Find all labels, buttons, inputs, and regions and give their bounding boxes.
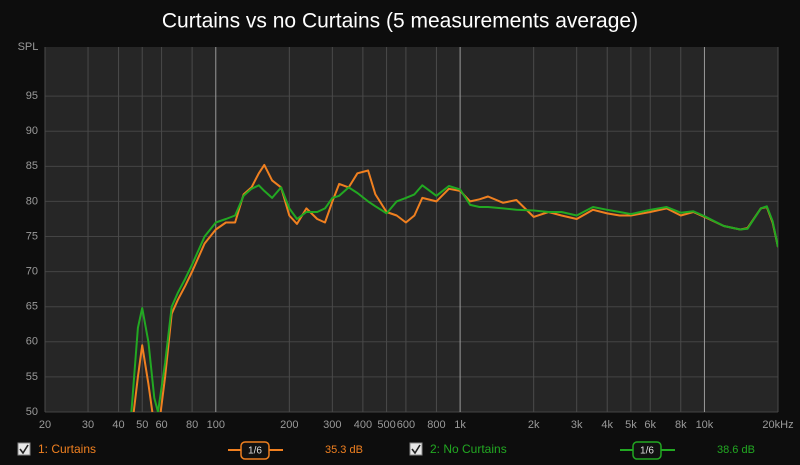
legend-label: 1: Curtains (38, 442, 96, 456)
x-tick-label: 20 (39, 419, 51, 431)
x-tick-label: 6k (644, 419, 656, 431)
grid: 50 55 60 65 70 75 80 85 90 95 20 30 40 50 60 80 100 200 30… (26, 47, 794, 431)
x-tick-label: 300 (323, 419, 341, 431)
legend-checkbox[interactable] (409, 442, 423, 456)
x-tick-label: 400 (354, 419, 372, 431)
x-tick-label: 4k (601, 419, 613, 431)
x-tick-label: 3k (571, 419, 583, 431)
x-tick-label: 800 (427, 419, 445, 431)
y-tick-label: 75 (26, 230, 38, 242)
smoothing-button[interactable] (632, 441, 662, 460)
series-line (130, 184, 778, 412)
chart-title: Curtains vs no Curtains (5 measurements … (162, 10, 638, 33)
smoothing-button[interactable] (240, 441, 270, 460)
lines (130, 163, 778, 412)
x-tick-label: 100 (207, 419, 225, 431)
x-tick-label: 200 (280, 419, 298, 431)
level-label: 35.3 dB (325, 444, 363, 456)
smoothing-label[interactable]: 1/6 (248, 446, 262, 457)
checkbox-check[interactable] (19, 444, 29, 455)
y-tick-label: 80 (26, 195, 38, 207)
y-tick-label: 95 (26, 90, 38, 102)
x-tick-label: 5k (625, 419, 637, 431)
x-tick-label: 60 (155, 419, 167, 431)
x-tick-label: 1k (454, 419, 466, 431)
smoothing-label[interactable]: 1/6 (640, 446, 654, 457)
x-tick-label: 600 (397, 419, 415, 431)
y-tick-label: 65 (26, 301, 38, 313)
x-tick-label: 8k (675, 419, 687, 431)
x-tick-label: 40 (112, 419, 124, 431)
y-tick-label: 60 (26, 336, 38, 348)
level-label: 38.6 dB (717, 444, 755, 456)
x-tick-label: 50 (136, 419, 148, 431)
y-tick-label: 70 (26, 266, 38, 278)
x-tick-label: 20kHz (762, 419, 793, 431)
checkbox-check[interactable] (411, 444, 421, 455)
legend-label: 2: No Curtains (430, 442, 507, 456)
y-tick-label: 90 (26, 125, 38, 137)
y-tick-label: 50 (26, 406, 38, 418)
legend: 1: Curtains 1/6 35.3 dB 2: No Curtains 1/6 38… (17, 441, 755, 460)
plot-area (45, 47, 778, 412)
checkbox-box[interactable] (409, 442, 423, 456)
legend-checkbox[interactable] (17, 442, 31, 456)
checkbox-box[interactable] (17, 442, 31, 456)
x-tick-label: 2k (528, 419, 540, 431)
y-axis-label: SPL (18, 41, 39, 53)
y-tick-label: 55 (26, 371, 38, 383)
x-tick-label: 10k (696, 419, 714, 431)
x-tick-label: 30 (82, 419, 94, 431)
y-tick-label: 85 (26, 160, 38, 172)
x-tick-label: 500 (377, 419, 395, 431)
x-tick-label: 80 (186, 419, 198, 431)
